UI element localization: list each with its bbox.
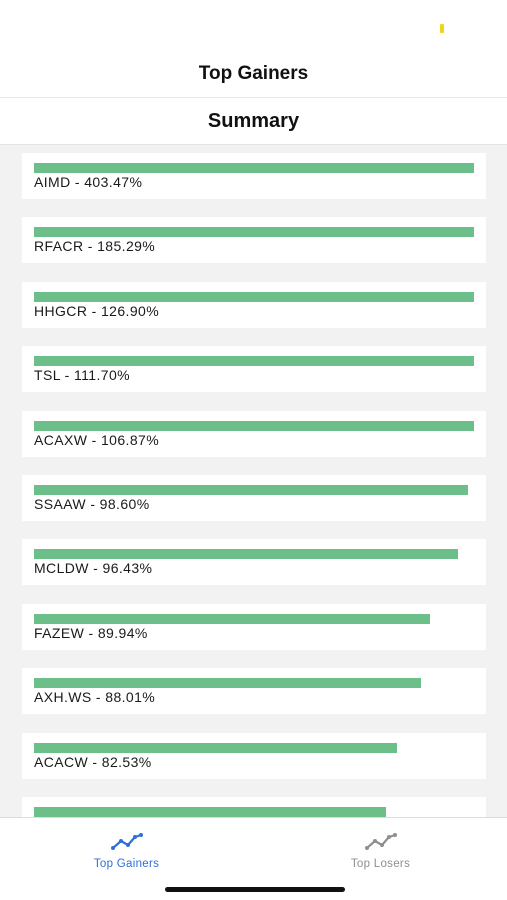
gain-bar [34, 291, 474, 302]
gain-bar [34, 549, 458, 560]
tab-bar: Top Gainers Top Losers [0, 817, 507, 900]
gain-bar [34, 742, 397, 753]
tab-label: Top Gainers [93, 858, 160, 870]
list-item[interactable]: FAZEW - 89.94% [22, 603, 486, 650]
gain-bar-track [34, 678, 474, 689]
gain-bar-track [34, 485, 474, 495]
tab-top-gainers[interactable]: Top Gainers [0, 818, 253, 878]
ticker-label: SSAAW - 98.60% [34, 496, 150, 512]
gain-bar-track [34, 163, 474, 173]
ticker-label: HHGCR - 126.90% [34, 302, 160, 319]
list-item[interactable]: SSAAW - 98.60% [22, 475, 486, 521]
tab-top-losers[interactable]: Top Losers [254, 818, 507, 878]
gain-bar [34, 227, 474, 238]
gain-bar-track [34, 356, 474, 367]
trend-line-icon [110, 833, 143, 850]
ticker-label: ACAXW - 106.87% [34, 431, 160, 448]
ticker-label: FAZEW - 89.94% [34, 624, 148, 641]
list-item[interactable]: TSL - 111.70% [22, 346, 486, 393]
tab-label: Top Losers [350, 858, 411, 870]
list-item[interactable]: ACACW - 82.53% [22, 732, 486, 779]
gain-bar-track [34, 227, 474, 238]
gainers-list[interactable]: AIMD - 403.47% RFACR - 185.29% HHGCR - 126… [0, 145, 507, 817]
ticker-label: ACACW - 82.53% [34, 753, 152, 770]
list-item[interactable]: ACAXW - 106.87% [22, 410, 486, 457]
list-item[interactable] [22, 797, 486, 817]
gain-bar [34, 420, 474, 431]
status-bar [0, 0, 507, 50]
gain-bar-track [34, 291, 474, 302]
ticker-label: AXH.WS - 88.01% [34, 689, 156, 706]
trend-line-icon [364, 833, 397, 850]
ticker-label: RFACR - 185.29% [34, 238, 156, 255]
gain-bar [34, 163, 474, 173]
gain-bar-track [34, 807, 474, 817]
ticker-label: AIMD - 403.47% [34, 174, 143, 190]
gain-bar-track [34, 742, 474, 753]
ticker-label: TSL - 111.70% [34, 367, 130, 384]
list-item[interactable]: AIMD - 403.47% [22, 153, 486, 199]
list-item[interactable]: RFACR - 185.29% [22, 217, 486, 264]
list-item[interactable]: AXH.WS - 88.01% [22, 668, 486, 715]
gain-bar [34, 485, 468, 495]
gain-bar-track [34, 420, 474, 431]
section-header: Summary [0, 98, 507, 145]
gain-bar [34, 678, 421, 689]
gain-bar [34, 807, 386, 817]
nav-title: Top Gainers [0, 50, 507, 98]
gain-bar [34, 356, 474, 367]
ticker-label: MCLDW - 96.43% [34, 560, 153, 577]
gain-bar-track [34, 549, 474, 560]
list-item[interactable]: MCLDW - 96.43% [22, 539, 486, 586]
gain-bar-track [34, 613, 474, 624]
list-item[interactable]: HHGCR - 126.90% [22, 281, 486, 328]
gain-bar [34, 613, 430, 624]
home-indicator [165, 887, 345, 892]
status-indicator [440, 24, 444, 33]
